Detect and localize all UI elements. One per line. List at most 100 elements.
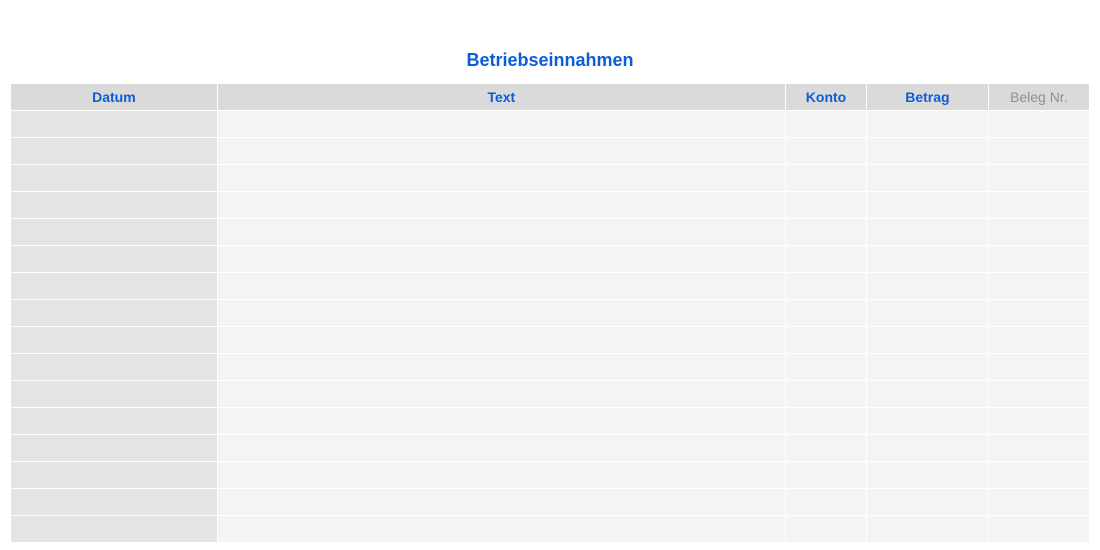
page-container: Betriebseinnahmen DatumTextKontoBetragBe… (0, 0, 1100, 543)
cell-beleg[interactable] (989, 327, 1089, 353)
cell-text[interactable] (218, 435, 785, 461)
cell-betrag[interactable] (867, 111, 987, 137)
cell-betrag[interactable] (867, 165, 987, 191)
cell-beleg[interactable] (989, 219, 1089, 245)
cell-beleg[interactable] (989, 381, 1089, 407)
cell-datum[interactable] (11, 354, 217, 380)
cell-betrag[interactable] (867, 408, 987, 434)
table-row (11, 462, 1089, 488)
cell-datum[interactable] (11, 435, 217, 461)
cell-konto[interactable] (786, 192, 866, 218)
cell-konto[interactable] (786, 408, 866, 434)
cell-text[interactable] (218, 165, 785, 191)
col-header-konto: Konto (786, 84, 866, 110)
cell-konto[interactable] (786, 516, 866, 542)
cell-konto[interactable] (786, 300, 866, 326)
cell-betrag[interactable] (867, 381, 987, 407)
col-header-datum: Datum (11, 84, 217, 110)
cell-betrag[interactable] (867, 138, 987, 164)
cell-datum[interactable] (11, 516, 217, 542)
cell-beleg[interactable] (989, 516, 1089, 542)
cell-betrag[interactable] (867, 435, 987, 461)
cell-datum[interactable] (11, 165, 217, 191)
cell-datum[interactable] (11, 138, 217, 164)
cell-beleg[interactable] (989, 111, 1089, 137)
cell-konto[interactable] (786, 273, 866, 299)
income-table: DatumTextKontoBetragBeleg Nr. (10, 83, 1090, 543)
cell-betrag[interactable] (867, 300, 987, 326)
cell-konto[interactable] (786, 489, 866, 515)
cell-datum[interactable] (11, 111, 217, 137)
cell-betrag[interactable] (867, 354, 987, 380)
cell-beleg[interactable] (989, 408, 1089, 434)
cell-datum[interactable] (11, 327, 217, 353)
table-row (11, 219, 1089, 245)
cell-konto[interactable] (786, 435, 866, 461)
cell-text[interactable] (218, 246, 785, 272)
cell-betrag[interactable] (867, 219, 987, 245)
cell-beleg[interactable] (989, 165, 1089, 191)
page-title: Betriebseinnahmen (10, 50, 1090, 71)
cell-datum[interactable] (11, 408, 217, 434)
cell-betrag[interactable] (867, 246, 987, 272)
cell-beleg[interactable] (989, 273, 1089, 299)
cell-text[interactable] (218, 354, 785, 380)
cell-datum[interactable] (11, 462, 217, 488)
cell-betrag[interactable] (867, 327, 987, 353)
cell-beleg[interactable] (989, 246, 1089, 272)
cell-text[interactable] (218, 408, 785, 434)
cell-beleg[interactable] (989, 138, 1089, 164)
table-row (11, 111, 1089, 137)
table-row (11, 327, 1089, 353)
cell-beleg[interactable] (989, 462, 1089, 488)
col-header-beleg: Beleg Nr. (989, 84, 1089, 110)
cell-betrag[interactable] (867, 192, 987, 218)
cell-beleg[interactable] (989, 435, 1089, 461)
col-header-text: Text (218, 84, 785, 110)
cell-beleg[interactable] (989, 489, 1089, 515)
table-head: DatumTextKontoBetragBeleg Nr. (11, 84, 1089, 110)
table-header-row: DatumTextKontoBetragBeleg Nr. (11, 84, 1089, 110)
cell-datum[interactable] (11, 246, 217, 272)
cell-konto[interactable] (786, 111, 866, 137)
table-row (11, 381, 1089, 407)
cell-betrag[interactable] (867, 489, 987, 515)
cell-betrag[interactable] (867, 462, 987, 488)
cell-text[interactable] (218, 273, 785, 299)
cell-konto[interactable] (786, 381, 866, 407)
cell-konto[interactable] (786, 462, 866, 488)
cell-datum[interactable] (11, 381, 217, 407)
cell-datum[interactable] (11, 489, 217, 515)
cell-konto[interactable] (786, 354, 866, 380)
col-header-betrag: Betrag (867, 84, 987, 110)
cell-text[interactable] (218, 138, 785, 164)
cell-konto[interactable] (786, 246, 866, 272)
cell-datum[interactable] (11, 192, 217, 218)
cell-text[interactable] (218, 381, 785, 407)
cell-beleg[interactable] (989, 192, 1089, 218)
cell-text[interactable] (218, 192, 785, 218)
cell-text[interactable] (218, 111, 785, 137)
cell-text[interactable] (218, 489, 785, 515)
cell-konto[interactable] (786, 327, 866, 353)
cell-text[interactable] (218, 219, 785, 245)
cell-text[interactable] (218, 516, 785, 542)
cell-datum[interactable] (11, 219, 217, 245)
cell-datum[interactable] (11, 300, 217, 326)
table-row (11, 516, 1089, 542)
cell-text[interactable] (218, 327, 785, 353)
table-row (11, 138, 1089, 164)
cell-text[interactable] (218, 462, 785, 488)
cell-beleg[interactable] (989, 300, 1089, 326)
cell-betrag[interactable] (867, 273, 987, 299)
cell-konto[interactable] (786, 165, 866, 191)
cell-konto[interactable] (786, 138, 866, 164)
cell-konto[interactable] (786, 219, 866, 245)
cell-text[interactable] (218, 300, 785, 326)
table-row (11, 165, 1089, 191)
table-row (11, 246, 1089, 272)
cell-beleg[interactable] (989, 354, 1089, 380)
table-row (11, 354, 1089, 380)
cell-datum[interactable] (11, 273, 217, 299)
cell-betrag[interactable] (867, 516, 987, 542)
